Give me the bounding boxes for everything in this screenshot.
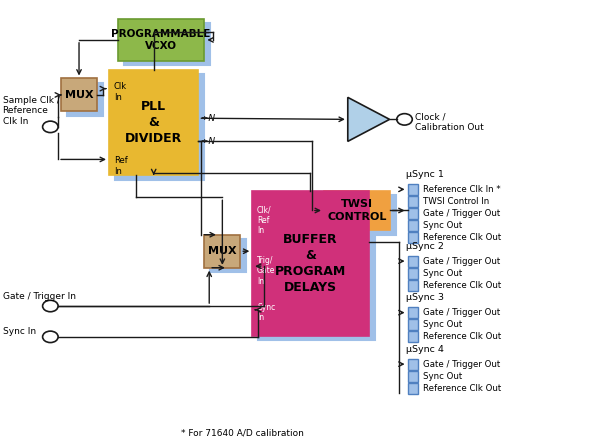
Bar	[67, 83, 103, 116]
Text: μSync 2: μSync 2	[406, 241, 444, 251]
Text: Gate / Trigger Out: Gate / Trigger Out	[423, 308, 500, 317]
Bar	[407, 208, 418, 219]
Text: μSync 4: μSync 4	[406, 345, 444, 354]
Text: Trig/
Gate
In: Trig/ Gate In	[257, 256, 275, 286]
Bar	[211, 239, 246, 272]
Polygon shape	[348, 97, 389, 141]
Text: Reference Clk Out: Reference Clk Out	[423, 280, 501, 290]
Bar	[407, 319, 418, 330]
Text: ÷N: ÷N	[199, 137, 215, 146]
Text: Sync Out: Sync Out	[423, 269, 462, 278]
Text: Sample Clk /
Reference
Clk In: Sample Clk / Reference Clk In	[2, 96, 59, 126]
Text: Reference Clk Out: Reference Clk Out	[423, 233, 501, 241]
Text: TWSI Control In: TWSI Control In	[423, 197, 489, 206]
Text: Sync
In: Sync In	[257, 303, 275, 322]
Bar	[258, 195, 374, 340]
Bar	[124, 23, 211, 65]
Text: Reference Clk Out: Reference Clk Out	[423, 384, 501, 392]
Bar	[407, 359, 418, 370]
Bar	[407, 196, 418, 207]
Text: Clock /
Calibration Out: Clock / Calibration Out	[415, 113, 484, 132]
Bar	[407, 256, 418, 267]
Text: Reference Clk Out: Reference Clk Out	[423, 332, 501, 341]
Bar	[205, 235, 240, 268]
Bar	[407, 383, 418, 394]
Bar	[330, 195, 395, 235]
Text: BUFFER
&
PROGRAM
DELAYS: BUFFER & PROGRAM DELAYS	[275, 233, 346, 294]
Text: Gate / Trigger Out: Gate / Trigger Out	[423, 257, 500, 266]
Text: MUX: MUX	[65, 90, 94, 100]
Bar	[407, 331, 418, 342]
Text: TWSI
CONTROL: TWSI CONTROL	[327, 199, 386, 222]
Text: μSync 1: μSync 1	[406, 170, 444, 179]
Text: Sync Out: Sync Out	[423, 320, 462, 329]
Text: Sync Out: Sync Out	[423, 221, 462, 230]
Bar	[109, 70, 199, 175]
Bar	[407, 268, 418, 279]
Text: Ref
In: Ref In	[113, 156, 127, 176]
Bar	[115, 74, 205, 180]
Text: ÷N: ÷N	[199, 114, 215, 123]
Text: * For 71640 A/D calibration: * For 71640 A/D calibration	[181, 428, 304, 437]
Bar	[407, 184, 418, 195]
Text: Gate / Trigger Out: Gate / Trigger Out	[423, 360, 500, 369]
Bar	[252, 190, 368, 336]
Text: Clk
In: Clk In	[113, 82, 127, 102]
Text: Reference Clk In *: Reference Clk In *	[423, 185, 500, 194]
Text: PROGRAMMABLE
VCXO: PROGRAMMABLE VCXO	[112, 29, 211, 51]
Text: Sync In: Sync In	[2, 327, 36, 336]
Text: Gate / Trigger Out: Gate / Trigger Out	[423, 209, 500, 218]
Text: Clk/
Ref
In: Clk/ Ref In	[257, 205, 272, 235]
Bar	[407, 232, 418, 243]
Bar	[407, 371, 418, 382]
Bar	[407, 220, 418, 231]
Text: MUX: MUX	[208, 246, 236, 256]
Bar	[407, 307, 418, 319]
Text: Gate / Trigger In: Gate / Trigger In	[2, 292, 76, 301]
Bar	[118, 19, 205, 61]
Text: Sync Out: Sync Out	[423, 372, 462, 381]
Bar	[61, 78, 97, 112]
Text: PLL
&
DIVIDER: PLL & DIVIDER	[125, 100, 182, 145]
Text: μSync 3: μSync 3	[406, 293, 445, 302]
Bar	[324, 190, 389, 230]
Bar	[407, 280, 418, 291]
